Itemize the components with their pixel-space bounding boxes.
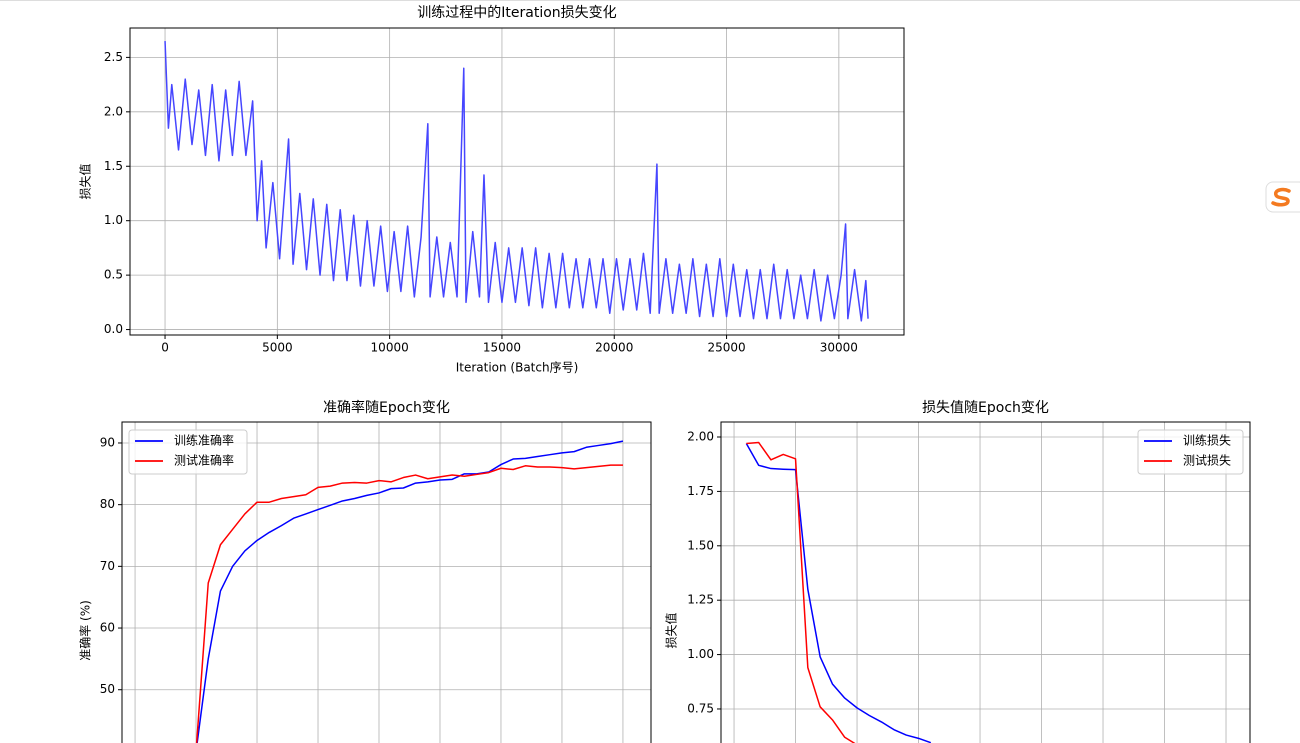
y-tick-label: 2.0 xyxy=(104,104,123,118)
x-tick-label: 5000 xyxy=(262,341,293,355)
data-line xyxy=(195,464,623,743)
y-tick-label: 50 xyxy=(100,682,115,696)
y-axis-label: 准确率 (%) xyxy=(78,600,93,661)
y-tick-label: 1.75 xyxy=(687,484,714,498)
x-tick-label: 20000 xyxy=(595,341,633,355)
legend-label: 训练损失 xyxy=(1183,433,1231,448)
x-tick-label: 25000 xyxy=(707,341,745,355)
y-tick-label: 0.5 xyxy=(104,268,123,282)
x-tick-label: 10000 xyxy=(371,341,409,355)
y-tick-label: 80 xyxy=(100,497,115,511)
y-tick-label: 0.0 xyxy=(104,322,123,336)
y-tick-label: 2.5 xyxy=(104,50,123,64)
chart-title: 准确率随Epoch变化 xyxy=(323,399,450,416)
y-tick-label: 90 xyxy=(100,435,115,449)
data-line xyxy=(746,441,856,743)
x-tick-label: 30000 xyxy=(820,341,858,355)
axes-frame xyxy=(129,27,905,336)
x-tick-label: 15000 xyxy=(483,341,521,355)
data-line xyxy=(164,41,869,322)
y-axis-label: 损失值 xyxy=(664,612,679,648)
y-tick-label: 2.00 xyxy=(687,430,714,444)
sogou-icon xyxy=(1265,181,1300,213)
data-line xyxy=(745,443,932,743)
icon-glyph xyxy=(1271,187,1291,207)
x-tick-label: 0 xyxy=(161,341,169,355)
panel: 0 5000 10000 15000 20000 25000 30000 0.0 0.5 1.0 1… xyxy=(78,5,905,375)
chart-title: 损失值随Epoch变化 xyxy=(922,400,1049,416)
y-tick-label: 1.25 xyxy=(687,593,714,607)
chart-title: 训练过程中的Iteration损失变化 xyxy=(417,5,616,21)
y-tick-label: 1.50 xyxy=(687,538,714,552)
x-axis-label: Iteration (Batch序号) xyxy=(456,360,579,375)
y-axis-label: 损失值 xyxy=(78,163,93,199)
y-tick-label: 1.0 xyxy=(104,213,123,227)
y-tick-label: 1.00 xyxy=(687,647,714,661)
legend-label: 训练准确率 xyxy=(174,433,234,448)
axes-frame xyxy=(720,421,1251,743)
y-tick-label: 0.75 xyxy=(687,701,714,715)
axes-frame xyxy=(121,421,652,743)
legend-label: 测试损失 xyxy=(1183,453,1231,468)
legend-label: 测试准确率 xyxy=(174,453,234,468)
y-tick-label: 60 xyxy=(100,621,115,635)
y-tick-label: 70 xyxy=(100,559,115,573)
y-tick-label: 1.5 xyxy=(104,159,123,173)
data-line xyxy=(196,440,624,743)
